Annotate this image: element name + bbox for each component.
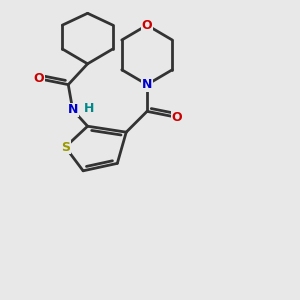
Text: S: S xyxy=(61,140,70,154)
Text: O: O xyxy=(171,111,182,124)
Text: N: N xyxy=(142,78,152,91)
Text: O: O xyxy=(142,19,152,32)
Text: O: O xyxy=(33,72,44,85)
Text: H: H xyxy=(84,102,94,115)
Text: N: N xyxy=(68,103,78,116)
